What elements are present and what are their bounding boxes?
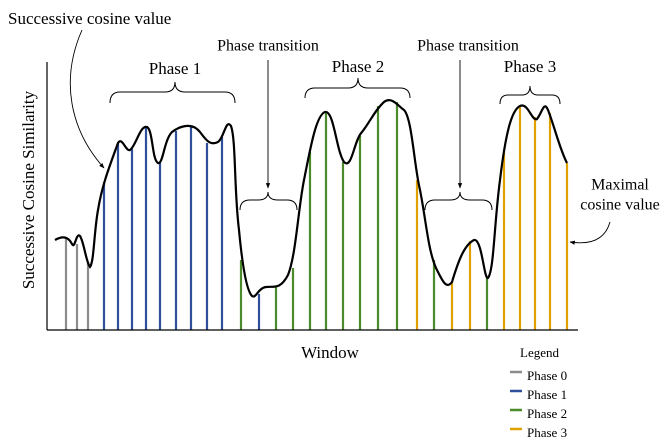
- arrow: [569, 221, 611, 245]
- bracket: [109, 81, 236, 104]
- arrow: [69, 29, 105, 169]
- annotation: Successive cosine value: [8, 9, 171, 28]
- y-axis-label: Successive Cosine Similarity: [19, 90, 38, 289]
- bracket: [239, 191, 298, 211]
- annotation: cosine value: [580, 197, 660, 214]
- legend-label: Phase 1: [527, 387, 567, 402]
- legend-label: Phase 2: [527, 406, 567, 421]
- phase-label: Phase 2: [332, 57, 384, 76]
- bracket: [424, 191, 493, 211]
- x-axis-label: Window: [301, 343, 360, 362]
- window-lines: [64, 102, 569, 330]
- bracket: [499, 85, 561, 105]
- legend-title: Legend: [520, 345, 559, 360]
- phase-label: Phase 1: [149, 59, 201, 78]
- legend-label: Phase 0: [527, 368, 567, 383]
- bracket: [304, 77, 411, 99]
- similarity-curve: [54, 99, 568, 298]
- annotation: Maximal: [591, 177, 649, 194]
- legend: Phase 0 Phase 1 Phase 2 Phase 3: [510, 368, 567, 440]
- annotation: Phase transition: [417, 38, 519, 55]
- legend-label: Phase 3: [527, 425, 567, 440]
- phase-label: Phase 3: [504, 57, 556, 76]
- annotation: Phase transition: [217, 38, 319, 55]
